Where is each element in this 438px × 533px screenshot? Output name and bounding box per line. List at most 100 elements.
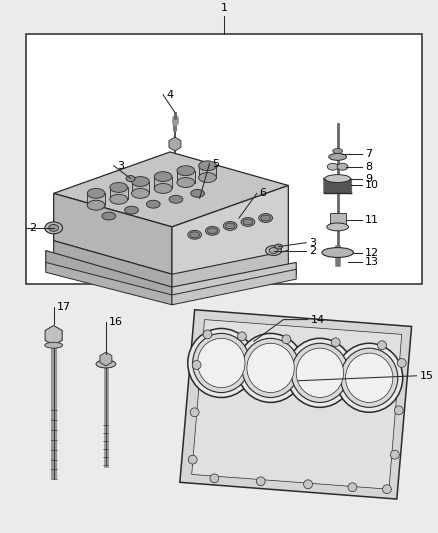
Text: 4: 4 <box>166 90 173 100</box>
Ellipse shape <box>269 248 278 254</box>
Ellipse shape <box>331 338 340 346</box>
Text: 3: 3 <box>117 161 124 171</box>
Ellipse shape <box>291 343 349 402</box>
Text: 12: 12 <box>365 247 379 257</box>
Ellipse shape <box>102 212 116 220</box>
Ellipse shape <box>188 455 197 464</box>
Ellipse shape <box>382 485 392 494</box>
Text: 17: 17 <box>57 302 71 312</box>
Ellipse shape <box>242 338 299 398</box>
Ellipse shape <box>131 189 149 198</box>
Ellipse shape <box>146 200 160 208</box>
Ellipse shape <box>327 163 338 170</box>
Ellipse shape <box>237 332 247 341</box>
Text: 2: 2 <box>309 246 316 255</box>
Polygon shape <box>192 320 402 489</box>
Polygon shape <box>198 166 216 177</box>
Ellipse shape <box>169 195 183 203</box>
Ellipse shape <box>341 348 398 407</box>
Polygon shape <box>110 188 127 199</box>
Ellipse shape <box>225 223 235 229</box>
Polygon shape <box>180 310 412 499</box>
Ellipse shape <box>188 328 255 398</box>
Ellipse shape <box>336 343 403 413</box>
Ellipse shape <box>237 334 304 402</box>
Polygon shape <box>46 251 172 300</box>
Ellipse shape <box>397 359 406 367</box>
Ellipse shape <box>110 195 127 204</box>
Ellipse shape <box>193 334 250 393</box>
Polygon shape <box>172 251 288 290</box>
Ellipse shape <box>241 217 255 227</box>
Ellipse shape <box>177 166 194 175</box>
Ellipse shape <box>192 360 201 369</box>
Text: 13: 13 <box>365 257 379 268</box>
Ellipse shape <box>210 474 219 483</box>
Text: 9: 9 <box>365 174 372 183</box>
Ellipse shape <box>261 215 271 221</box>
Text: 8: 8 <box>365 161 372 172</box>
Ellipse shape <box>394 406 403 415</box>
Bar <box>330 213 346 227</box>
Ellipse shape <box>329 154 346 160</box>
Ellipse shape <box>348 483 357 491</box>
Text: 1: 1 <box>221 3 228 13</box>
Ellipse shape <box>337 163 348 170</box>
Ellipse shape <box>259 214 272 222</box>
Polygon shape <box>172 262 296 300</box>
Polygon shape <box>177 171 194 182</box>
Ellipse shape <box>154 172 172 182</box>
Ellipse shape <box>198 161 216 171</box>
Ellipse shape <box>208 228 217 234</box>
Text: 2: 2 <box>29 223 36 233</box>
Ellipse shape <box>205 227 219 235</box>
Ellipse shape <box>327 223 349 231</box>
Text: 7: 7 <box>365 149 372 159</box>
Ellipse shape <box>304 480 312 489</box>
Polygon shape <box>53 193 172 274</box>
Text: 15: 15 <box>420 371 434 381</box>
Ellipse shape <box>154 183 172 193</box>
Ellipse shape <box>322 248 353 257</box>
Ellipse shape <box>190 232 200 238</box>
Ellipse shape <box>203 330 212 339</box>
Text: 6: 6 <box>260 188 267 198</box>
Polygon shape <box>154 176 172 189</box>
Text: 16: 16 <box>109 317 123 327</box>
Ellipse shape <box>266 246 282 255</box>
Ellipse shape <box>49 224 59 231</box>
Ellipse shape <box>87 189 105 198</box>
Polygon shape <box>53 241 172 290</box>
Ellipse shape <box>256 477 265 486</box>
Ellipse shape <box>282 335 291 344</box>
Ellipse shape <box>390 450 399 459</box>
Polygon shape <box>53 152 288 227</box>
Text: 3: 3 <box>309 238 316 248</box>
Ellipse shape <box>243 219 253 225</box>
Polygon shape <box>172 269 296 305</box>
Ellipse shape <box>198 338 245 387</box>
Ellipse shape <box>198 173 216 182</box>
Ellipse shape <box>346 353 393 402</box>
Text: 11: 11 <box>365 215 379 225</box>
Bar <box>26 34 423 284</box>
Polygon shape <box>46 262 172 305</box>
Ellipse shape <box>378 341 386 350</box>
Ellipse shape <box>177 177 194 188</box>
Ellipse shape <box>296 348 343 398</box>
Ellipse shape <box>275 244 283 249</box>
Ellipse shape <box>45 342 63 348</box>
Ellipse shape <box>125 206 138 214</box>
Ellipse shape <box>190 408 199 417</box>
Ellipse shape <box>333 149 343 154</box>
Ellipse shape <box>126 175 135 182</box>
Ellipse shape <box>110 182 127 192</box>
Ellipse shape <box>325 175 350 182</box>
Ellipse shape <box>96 360 116 368</box>
Ellipse shape <box>223 222 237 230</box>
Polygon shape <box>87 193 105 205</box>
Text: 5: 5 <box>212 159 219 169</box>
Ellipse shape <box>247 343 294 393</box>
Polygon shape <box>131 182 149 193</box>
Polygon shape <box>172 185 288 292</box>
